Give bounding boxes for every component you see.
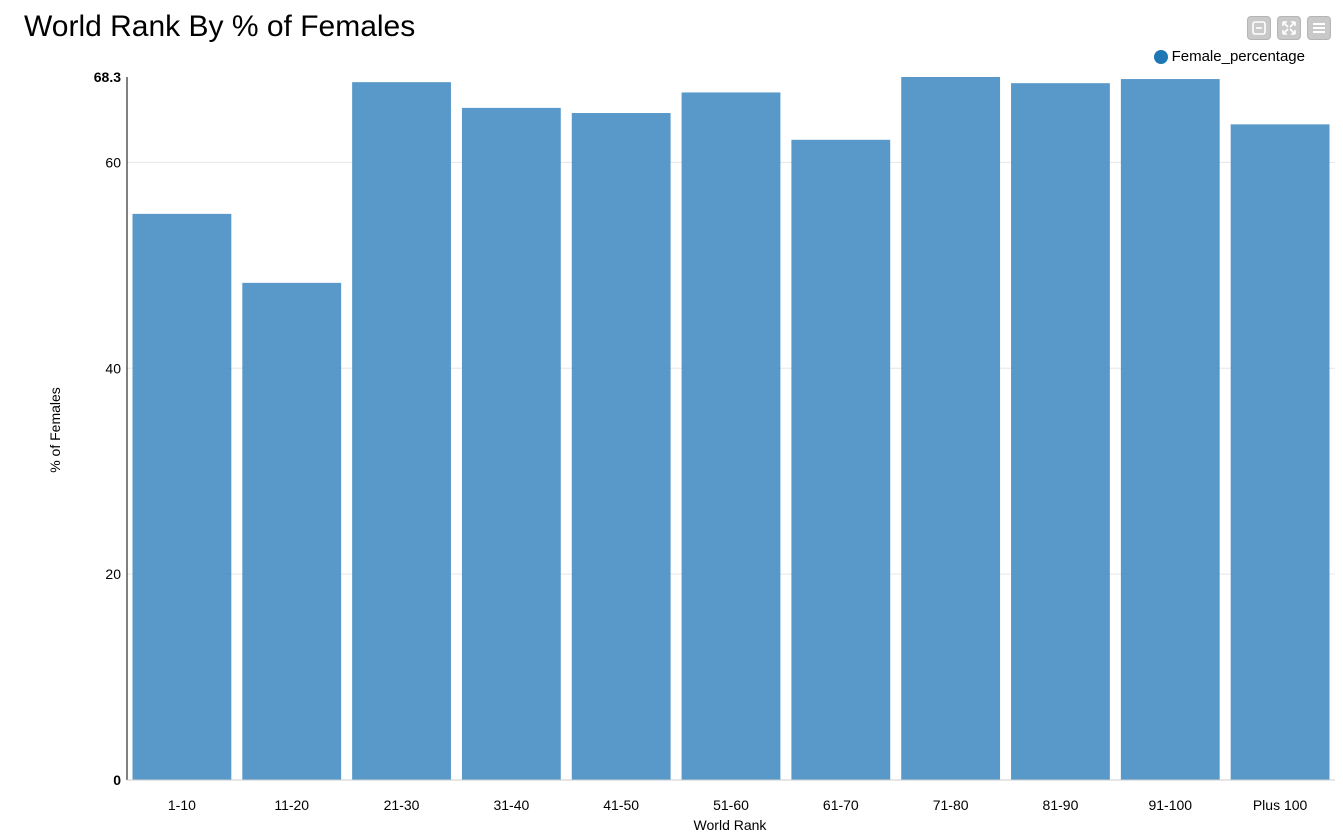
expand-icon xyxy=(1282,21,1296,35)
x-tick-label: 21-30 xyxy=(384,797,420,813)
y-tick-label: 0 xyxy=(113,772,121,788)
expand-button[interactable] xyxy=(1277,16,1301,40)
bar-11-20[interactable] xyxy=(242,282,342,780)
x-tick-label: 61-70 xyxy=(823,797,859,813)
bar-81-90[interactable] xyxy=(1011,83,1110,780)
minimize-button[interactable] xyxy=(1247,16,1271,40)
bar-21-30[interactable] xyxy=(352,82,451,780)
y-axis-ticks: 0 20 40 60 68.3 xyxy=(94,69,121,788)
x-axis-ticks: 1-10 11-20 21-30 31-40 41-50 51-60 61-70 71-80 8… xyxy=(168,797,1308,813)
x-tick-label: 71-80 xyxy=(933,797,969,813)
y-max-label: 68.3 xyxy=(94,69,121,85)
menu-button[interactable] xyxy=(1307,16,1331,40)
minimize-icon xyxy=(1252,21,1266,35)
x-tick-label: 51-60 xyxy=(713,797,749,813)
x-tick-label: 41-50 xyxy=(603,797,639,813)
bars xyxy=(132,77,1330,781)
bar-41-50[interactable] xyxy=(571,113,671,780)
y-axis-label: % of Females xyxy=(47,387,63,473)
y-tick-label: 40 xyxy=(105,360,121,376)
bar-plus-100[interactable] xyxy=(1230,124,1330,781)
menu-icon xyxy=(1313,23,1325,33)
legend-item[interactable]: Female_percentage xyxy=(1153,48,1305,65)
bar-61-70[interactable] xyxy=(791,139,891,780)
bar-91-100[interactable] xyxy=(1120,79,1220,780)
bar-1-10[interactable] xyxy=(132,213,232,780)
legend-marker xyxy=(1153,49,1168,64)
x-axis-label: World Rank xyxy=(694,817,768,833)
x-tick-label: Plus 100 xyxy=(1253,797,1308,813)
legend-label: Female_percentage xyxy=(1171,48,1305,65)
x-tick-label: 1-10 xyxy=(168,797,196,813)
chart-toolbar xyxy=(1247,16,1331,40)
y-tick-label: 20 xyxy=(105,566,121,582)
bar-71-80[interactable] xyxy=(901,77,1001,780)
bar-51-60[interactable] xyxy=(681,92,781,781)
bar-31-40[interactable] xyxy=(461,107,561,780)
y-tick-label: 60 xyxy=(105,154,121,170)
x-tick-label: 11-20 xyxy=(274,797,309,813)
x-tick-label: 91-100 xyxy=(1148,797,1192,813)
x-tick-label: 81-90 xyxy=(1043,797,1079,813)
chart-title: World Rank By % of Females xyxy=(24,10,416,43)
x-tick-label: 31-40 xyxy=(493,797,529,813)
